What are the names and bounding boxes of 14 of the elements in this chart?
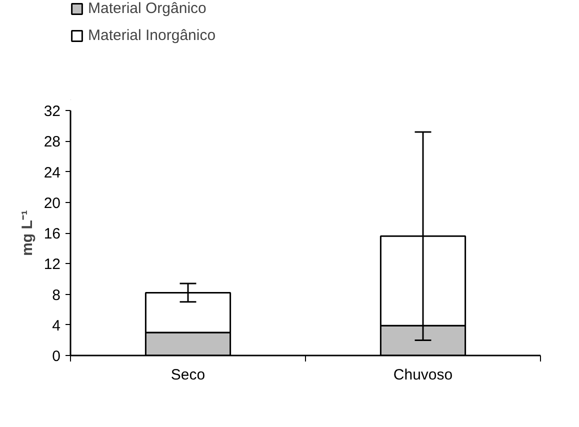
y-tick-label: 16 <box>44 226 61 242</box>
y-tick-label: 8 <box>52 286 60 304</box>
y-axis-title: mg L⁻¹ <box>18 210 36 256</box>
legend-label: Material Orgânico <box>88 0 206 17</box>
legend-label: Material Inorgânico <box>88 27 216 44</box>
y-tick-label: 12 <box>44 256 61 274</box>
x-tick-label: Chuvoso <box>393 366 453 384</box>
y-tick-label: 24 <box>44 164 61 182</box>
y-tick-label: 20 <box>44 194 61 212</box>
y-tick-label: 4 <box>52 317 60 334</box>
y-tick-label: 28 <box>44 134 61 151</box>
y-tick-label: 32 <box>44 103 61 120</box>
x-tick-label: Seco <box>170 366 206 384</box>
y-tick-label: 0 <box>52 348 60 365</box>
